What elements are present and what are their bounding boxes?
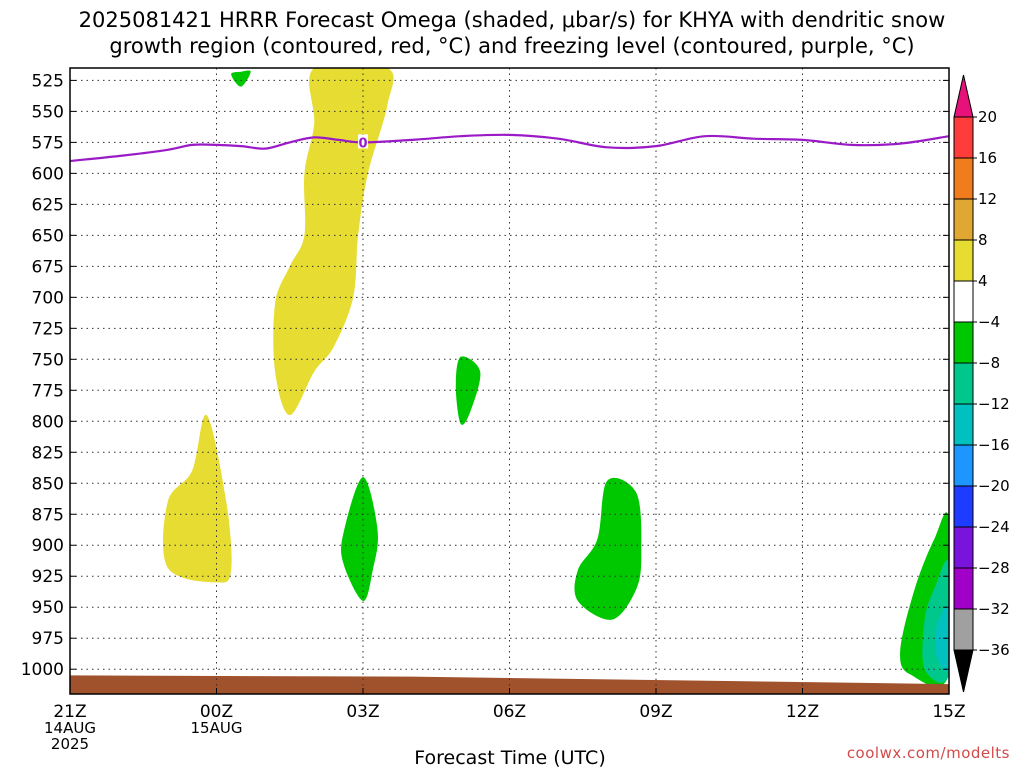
x-tick-label: 06Z bbox=[493, 702, 526, 722]
y-tick-label: 725 bbox=[32, 319, 64, 339]
y-tick-label: 800 bbox=[32, 412, 64, 432]
y-tick-label: 650 bbox=[32, 226, 64, 246]
colorbar-label: −24 bbox=[978, 518, 1010, 536]
y-tick-label: 825 bbox=[32, 443, 64, 463]
colorbar-segment bbox=[953, 485, 974, 528]
colorbar-label: −4 bbox=[978, 313, 1000, 331]
colorbar: 20 16 12 8 4 −4 −8 −12 −16 −20 −24 −28 −32 −36 bbox=[953, 74, 1010, 693]
y-axis: 525 550 575 600 625 650 675 700 725 750 775 800 825 8… bbox=[21, 71, 949, 680]
omega-region-5 bbox=[574, 477, 642, 620]
colorbar-top-arrow bbox=[953, 74, 974, 118]
y-tick-label: 625 bbox=[32, 195, 64, 215]
x-tick-label: 2025 bbox=[51, 735, 89, 753]
y-tick-label: 700 bbox=[32, 288, 64, 308]
freezing-level-label: 0 bbox=[358, 136, 367, 151]
colorbar-segment bbox=[953, 403, 974, 446]
y-tick-label: 900 bbox=[32, 536, 64, 556]
freezing-level-line bbox=[70, 133, 949, 163]
colorbar-bottom-arrow bbox=[953, 649, 974, 693]
freezing-level-label-bg bbox=[358, 134, 368, 149]
grid-lines bbox=[70, 68, 949, 694]
colorbar-label: −36 bbox=[978, 641, 1010, 659]
x-tick-label: 21Z bbox=[53, 702, 86, 722]
colorbar-label: 20 bbox=[978, 108, 997, 126]
colorbar-segment bbox=[953, 567, 974, 610]
y-tick-label: 1000 bbox=[21, 660, 64, 680]
colorbar-segment bbox=[953, 444, 974, 487]
colorbar-label: 4 bbox=[978, 272, 988, 290]
y-tick-label: 675 bbox=[32, 257, 64, 277]
colorbar-segment bbox=[953, 526, 974, 569]
y-tick-label: 525 bbox=[32, 71, 64, 91]
x-axis-title: Forecast Time (UTC) bbox=[414, 747, 605, 768]
colorbar-segment bbox=[953, 321, 974, 364]
colorbar-label: −28 bbox=[978, 559, 1010, 577]
colorbar-label: −16 bbox=[978, 436, 1010, 454]
omega-region-0 bbox=[273, 68, 394, 416]
omega-shading bbox=[162, 68, 949, 687]
colorbar-segment bbox=[953, 116, 974, 159]
x-tick-label: 15Z bbox=[932, 702, 965, 722]
y-tick-label: 550 bbox=[32, 102, 64, 122]
omega-region-8 bbox=[935, 605, 949, 672]
colorbar-segment bbox=[953, 198, 974, 241]
y-tick-label: 600 bbox=[32, 164, 64, 184]
colorbar-label: 12 bbox=[978, 190, 997, 208]
y-tick-label: 875 bbox=[32, 505, 64, 525]
x-tick-label: 14AUG bbox=[44, 719, 96, 737]
colorbar-label: −8 bbox=[978, 354, 1000, 372]
omega-region-1 bbox=[162, 414, 232, 583]
y-tick-label: 850 bbox=[32, 474, 64, 494]
x-tick-label: 09Z bbox=[639, 702, 672, 722]
colorbar-segment bbox=[953, 280, 974, 323]
freezing-level-contour: 0 bbox=[70, 133, 949, 163]
colorbar-segment bbox=[953, 157, 974, 200]
colorbar-label: 16 bbox=[978, 149, 997, 167]
colorbar-label: 8 bbox=[978, 231, 988, 249]
watermark: coolwx.com/modelts bbox=[846, 744, 1010, 762]
y-tick-label: 925 bbox=[32, 567, 64, 587]
colorbar-label: −32 bbox=[978, 600, 1010, 618]
y-tick-label: 975 bbox=[32, 629, 64, 649]
colorbar-segment bbox=[953, 239, 974, 282]
y-tick-label: 950 bbox=[32, 598, 64, 618]
colorbar-label: −20 bbox=[978, 477, 1010, 495]
x-tick-label: 03Z bbox=[346, 702, 379, 722]
y-tick-label: 775 bbox=[32, 381, 64, 401]
y-tick-label: 750 bbox=[32, 350, 64, 370]
omega-region-2 bbox=[231, 70, 251, 87]
colorbar-segment bbox=[953, 362, 974, 405]
colorbar-label: −12 bbox=[978, 395, 1010, 413]
y-tick-label: 575 bbox=[32, 133, 64, 153]
chart-title-line1: 2025081421 HRRR Forecast Omega (shaded, … bbox=[78, 8, 946, 32]
x-tick-label: 12Z bbox=[786, 702, 819, 722]
chart-title-line2: growth region (contoured, red, °C) and f… bbox=[109, 34, 915, 58]
omega-region-3 bbox=[455, 356, 481, 425]
x-tick-label: 15AUG bbox=[191, 719, 243, 737]
colorbar-segment bbox=[953, 608, 974, 651]
omega-region-4 bbox=[341, 477, 379, 602]
x-tick-label: 00Z bbox=[200, 702, 233, 722]
